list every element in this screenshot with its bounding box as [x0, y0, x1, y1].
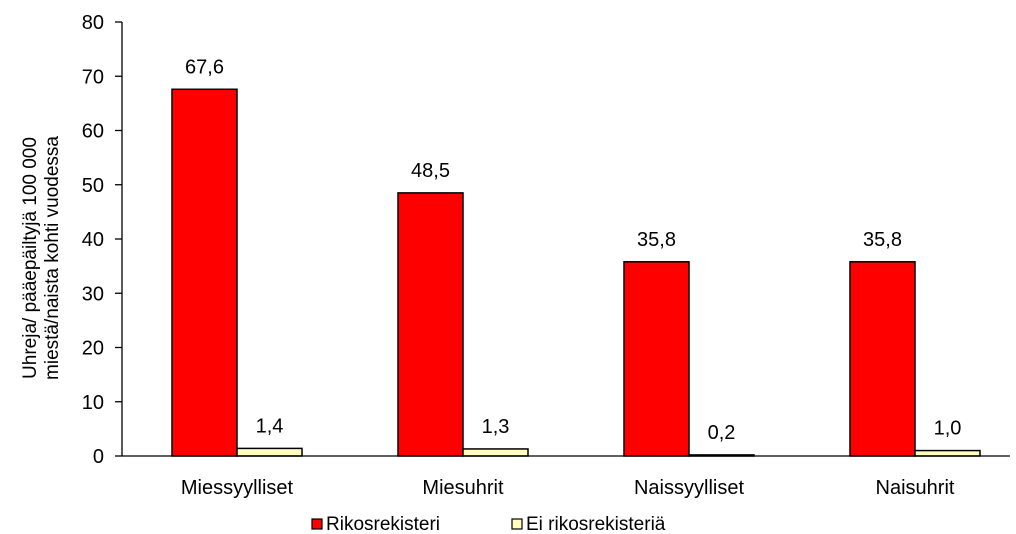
data-label-ei-rikosrekisteria-naisuhrit: 1,0: [934, 418, 962, 440]
y-axis-ticks: 0 10 20 30 40 50 60 70 80: [82, 12, 122, 468]
axes: [121, 22, 1010, 457]
y-tick-label: 30: [82, 283, 104, 305]
legend: Rikosrekisteri Ei rikosrekisteriä: [311, 514, 666, 534]
y-tick-label: 40: [82, 229, 104, 251]
bar-rikosrekisteri-naisuhrit: [849, 261, 916, 457]
bar-rikosrekisteri-miessyylliset: [171, 88, 238, 457]
y-tick-label: 70: [82, 66, 104, 88]
category-label-naisuhrit: Naisuhrit: [876, 477, 955, 499]
y-tick-label: 0: [93, 446, 104, 468]
data-label-rikosrekisteri-miesuhrit: 48,5: [411, 160, 450, 182]
bar-ei-rikosrekisteria-miessyylliset: [236, 447, 303, 457]
data-label-rikosrekisteri-miessyylliset: 67,6: [185, 56, 224, 78]
data-label-rikosrekisteri-naissyylliset: 35,8: [637, 229, 676, 251]
category-label-miesuhrit: Miesuhrit: [422, 477, 504, 499]
y-tick-label: 50: [82, 175, 104, 197]
bar-ei-rikosrekisteria-miesuhrit: [462, 448, 529, 457]
legend-item-ei-rikosrekisteria: Ei rikosrekisteriä: [511, 514, 666, 534]
y-tick-label: 20: [82, 338, 104, 360]
data-labels: 67,6 48,5 35,8 35,8 1,4 1,3 0,2 1,0: [185, 56, 961, 444]
bar-ei-rikosrekisteria-naisuhrit: [914, 449, 981, 457]
bar-rikosrekisteri-miesuhrit: [397, 192, 464, 457]
category-label-naissyylliset: Naissyylliset: [634, 477, 744, 499]
category-label-miessyylliset: Miessyylliset: [181, 477, 294, 499]
data-label-ei-rikosrekisteria-miessyylliset: 1,4: [256, 415, 284, 437]
y-axis-title: Uhreja/ pääepäiltyjä 100 000 miestä/nais…: [20, 136, 63, 380]
legend-label-ei-rikosrekisteria: Ei rikosrekisteriä: [526, 514, 666, 534]
x-axis-category-labels: Miessyylliset Miesuhrit Naissyylliset Naisu…: [181, 477, 955, 499]
legend-item-rikosrekisteri: Rikosrekisteri: [311, 514, 440, 534]
y-axis-title-line-1: Uhreja/ pääepäiltyjä 100 000: [20, 137, 41, 379]
y-axis-title-line-2: miestä/naista kohti vuodessa: [42, 136, 63, 380]
bar-rikosrekisteri-naissyylliset: [623, 261, 690, 457]
data-label-ei-rikosrekisteria-naissyylliset: 0,2: [708, 422, 736, 444]
y-tick-label: 60: [82, 121, 104, 143]
y-tick-label: 10: [82, 392, 104, 414]
legend-label-rikosrekisteri: Rikosrekisteri: [326, 514, 440, 534]
data-label-rikosrekisteri-naisuhrit: 35,8: [863, 229, 902, 251]
data-label-ei-rikosrekisteria-miesuhrit: 1,3: [482, 416, 510, 438]
bars: [171, 88, 981, 457]
legend-swatch-ei-rikosrekisteria: [511, 518, 523, 530]
legend-swatch-rikosrekisteri: [311, 518, 323, 530]
y-tick-label: 80: [82, 12, 104, 34]
